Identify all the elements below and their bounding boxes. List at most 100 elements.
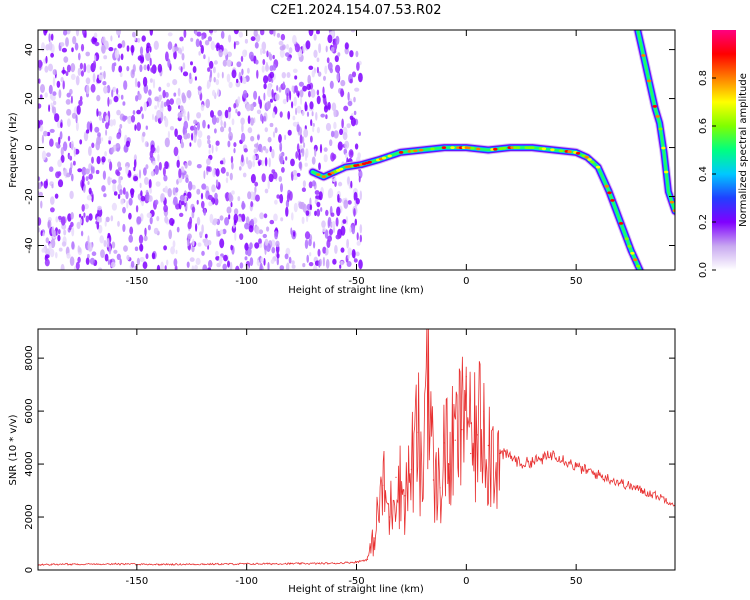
noise-speckle — [194, 30, 197, 36]
noise-speckle — [136, 257, 140, 266]
noise-speckle — [304, 231, 311, 240]
noise-speckle — [309, 101, 314, 110]
noise-speckle — [88, 173, 93, 180]
noise-speckle — [96, 216, 101, 223]
noise-speckle — [103, 70, 106, 80]
noise-speckle — [237, 216, 242, 222]
noise-speckle — [158, 161, 162, 171]
noise-speckle — [220, 119, 223, 127]
noise-speckle — [154, 199, 159, 206]
noise-speckle — [267, 261, 270, 270]
noise-speckle — [350, 30, 356, 33]
noise-speckle — [316, 95, 321, 105]
noise-speckle — [320, 207, 323, 212]
noise-speckle — [52, 100, 57, 106]
noise-speckle — [74, 42, 79, 51]
main-trace-peak — [604, 184, 609, 188]
noise-speckle — [290, 158, 295, 167]
noise-speckle — [302, 263, 306, 268]
noise-speckle — [258, 238, 262, 245]
noise-speckle — [338, 181, 343, 187]
noise-speckle — [247, 67, 250, 74]
noise-speckle — [44, 258, 50, 267]
noise-speckle — [353, 110, 357, 116]
noise-speckle — [312, 123, 315, 127]
noise-speckle — [233, 30, 239, 35]
noise-speckle — [236, 61, 242, 68]
noise-speckle — [327, 34, 333, 44]
snr-point — [483, 410, 485, 412]
noise-speckle — [340, 260, 344, 266]
noise-speckle — [250, 117, 255, 126]
noise-speckle — [332, 258, 337, 265]
noise-speckle — [127, 117, 132, 124]
noise-speckle — [193, 124, 196, 131]
noise-speckle — [313, 264, 318, 270]
noise-speckle — [187, 160, 192, 166]
noise-speckle — [46, 152, 51, 157]
noise-speckle — [45, 55, 48, 64]
spectrogram-ylabel: Frequency (Hz) — [8, 112, 19, 188]
noise-speckle — [227, 260, 230, 268]
noise-speckle — [122, 101, 126, 106]
noise-speckle — [107, 259, 110, 266]
noise-speckle — [145, 51, 151, 62]
noise-speckle — [122, 206, 126, 214]
noise-speckle — [209, 213, 214, 224]
noise-speckle — [178, 168, 182, 179]
noise-speckle — [189, 72, 192, 80]
upper-trace-peak — [658, 127, 663, 131]
noise-speckle — [293, 175, 298, 181]
noise-speckle — [301, 216, 305, 225]
upper-trace-peak — [646, 79, 652, 83]
noise-speckle — [164, 161, 169, 170]
noise-speckle — [97, 205, 102, 211]
noise-speckle — [133, 166, 136, 172]
noise-speckle — [323, 154, 328, 163]
noise-speckle — [118, 65, 123, 73]
noise-speckle — [91, 142, 95, 149]
noise-speckle — [113, 249, 118, 254]
noise-speckle — [286, 262, 290, 270]
noise-speckle — [85, 77, 91, 85]
noise-speckle — [207, 67, 211, 72]
noise-speckle — [272, 111, 276, 119]
noise-speckle — [115, 143, 120, 148]
noise-speckle — [158, 94, 163, 101]
snr-point — [202, 563, 204, 565]
noise-speckle — [101, 137, 104, 142]
main-trace-peak — [627, 244, 632, 248]
snr-point — [443, 442, 445, 444]
noise-speckle — [108, 245, 112, 255]
noise-speckle — [70, 140, 74, 151]
snr-xtick-label: -150 — [125, 576, 148, 587]
noise-speckle — [58, 247, 63, 252]
noise-speckle — [41, 150, 47, 161]
snr-point — [158, 563, 160, 566]
noise-speckle — [336, 72, 340, 82]
noise-speckle — [308, 30, 314, 37]
noise-speckle — [77, 256, 81, 263]
upper-trace-peak — [655, 115, 660, 118]
noise-speckle — [88, 187, 92, 195]
noise-speckle — [50, 238, 56, 249]
snr-point — [553, 452, 555, 455]
noise-speckle — [202, 264, 208, 270]
noise-speckle — [86, 64, 91, 74]
snr-point — [461, 429, 463, 431]
noise-speckle — [71, 241, 75, 250]
noise-speckle — [160, 100, 164, 109]
noise-speckle — [242, 89, 248, 99]
noise-speckle — [254, 42, 259, 49]
noise-speckle — [347, 200, 352, 205]
noise-speckle — [87, 242, 93, 252]
noise-speckle — [177, 111, 183, 119]
noise-speckle — [258, 95, 261, 105]
noise-speckle — [219, 160, 224, 165]
noise-speckle — [93, 32, 98, 39]
noise-speckle — [172, 79, 178, 86]
noise-speckle — [311, 70, 315, 78]
noise-speckle — [294, 85, 298, 93]
noise-speckle — [156, 264, 161, 270]
